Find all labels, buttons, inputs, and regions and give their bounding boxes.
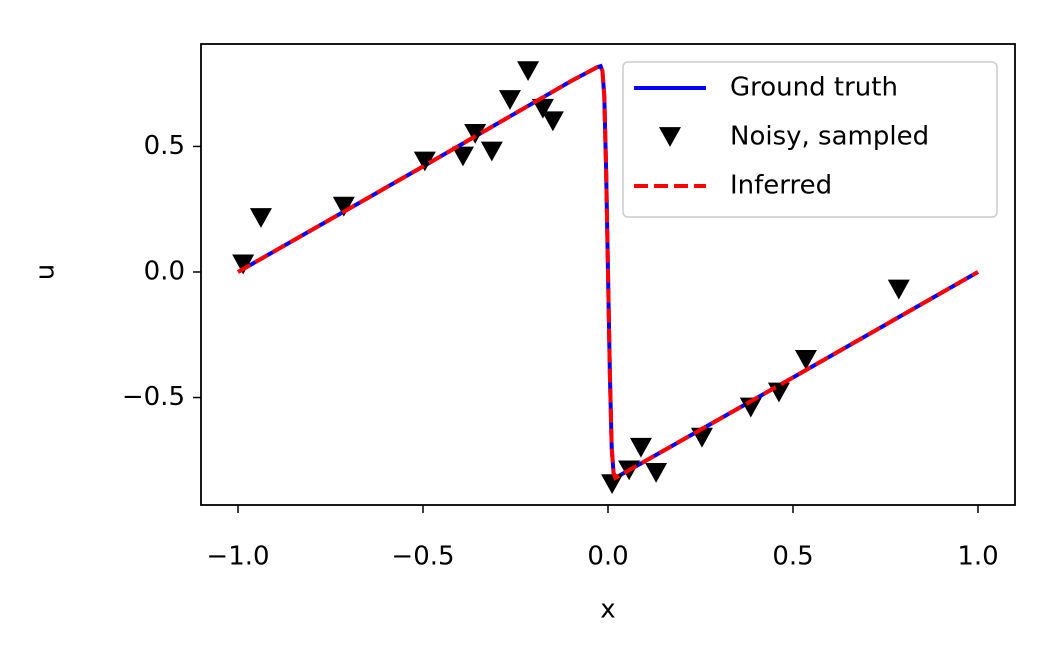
- data-point: [794, 349, 817, 370]
- data-point: [629, 437, 652, 458]
- legend-swatch: [659, 127, 681, 147]
- data-point: [531, 98, 554, 119]
- data-point: [249, 208, 272, 228]
- x-tick-label: −0.5: [391, 542, 454, 572]
- y-tick-label: 0.0: [144, 256, 185, 286]
- data-point: [332, 196, 355, 217]
- plot-frame: [200, 43, 1016, 506]
- legend-label: Inferred: [730, 171, 832, 201]
- data-point: [232, 254, 255, 275]
- data-point: [517, 61, 540, 82]
- x-tick-label: 1.0: [957, 542, 998, 572]
- legend-box: [622, 61, 998, 218]
- x-tick-label: 0.0: [587, 542, 628, 572]
- data-point: [767, 382, 790, 403]
- series-line: [237, 63, 979, 481]
- data-point: [645, 462, 668, 483]
- y-tick-label: −0.5: [122, 382, 185, 412]
- x-axis-label: x: [600, 595, 615, 625]
- y-axis-label: u: [31, 264, 61, 280]
- data-point: [413, 151, 436, 172]
- x-tick-label: −1.0: [206, 542, 269, 572]
- legend-label: Noisy, sampled: [730, 122, 929, 152]
- data-point: [451, 146, 474, 167]
- y-tick-label: 0.5: [144, 131, 185, 161]
- legend-label: Ground truth: [730, 73, 898, 103]
- x-tick-label: 0.5: [772, 542, 813, 572]
- data-point: [739, 397, 762, 418]
- data-point: [480, 141, 503, 162]
- data-point: [464, 123, 487, 144]
- data-point: [601, 474, 624, 495]
- data-point: [541, 111, 564, 132]
- data-point: [498, 90, 521, 110]
- data-point: [887, 279, 910, 300]
